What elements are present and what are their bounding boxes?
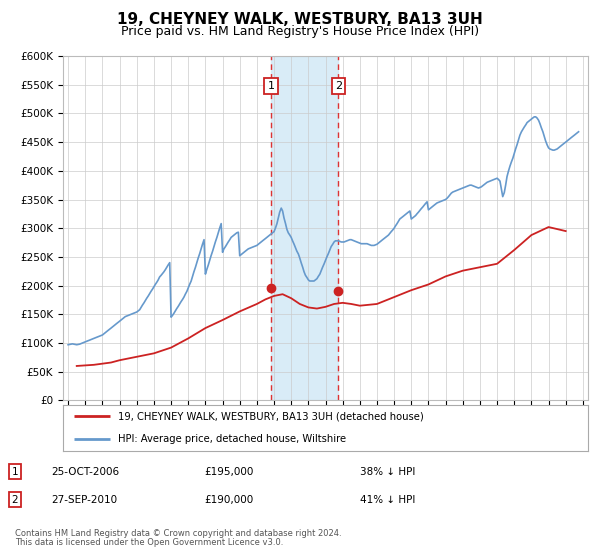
Text: 41% ↓ HPI: 41% ↓ HPI (360, 494, 415, 505)
Text: 27-SEP-2010: 27-SEP-2010 (51, 494, 117, 505)
Text: Price paid vs. HM Land Registry's House Price Index (HPI): Price paid vs. HM Land Registry's House … (121, 25, 479, 38)
Text: 1: 1 (268, 81, 274, 91)
Text: £195,000: £195,000 (204, 466, 253, 477)
Text: This data is licensed under the Open Government Licence v3.0.: This data is licensed under the Open Gov… (15, 538, 283, 547)
Text: 25-OCT-2006: 25-OCT-2006 (51, 466, 119, 477)
Text: £190,000: £190,000 (204, 494, 253, 505)
Bar (271, 56, 338, 400)
Text: 19, CHEYNEY WALK, WESTBURY, BA13 3UH: 19, CHEYNEY WALK, WESTBURY, BA13 3UH (117, 12, 483, 27)
Text: 38% ↓ HPI: 38% ↓ HPI (360, 466, 415, 477)
Text: 2: 2 (11, 494, 19, 505)
Text: 19, CHEYNEY WALK, WESTBURY, BA13 3UH (detached house): 19, CHEYNEY WALK, WESTBURY, BA13 3UH (de… (118, 412, 424, 421)
Text: 2: 2 (335, 81, 342, 91)
Text: 1: 1 (11, 466, 19, 477)
Text: HPI: Average price, detached house, Wiltshire: HPI: Average price, detached house, Wilt… (118, 435, 346, 444)
Text: Contains HM Land Registry data © Crown copyright and database right 2024.: Contains HM Land Registry data © Crown c… (15, 529, 341, 538)
